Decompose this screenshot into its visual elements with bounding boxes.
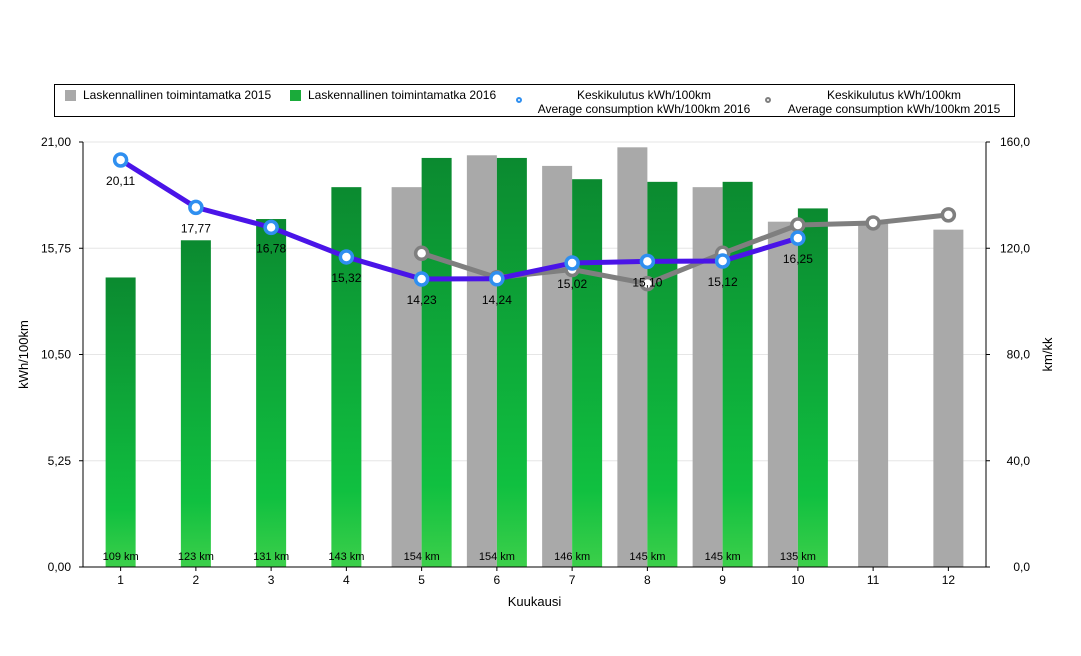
bar-2016-month-5: [421, 157, 452, 567]
label-consumption-2016-month-6: 14,24: [482, 293, 512, 307]
legend-label-consumption-2015-line1: Keskikulutus kWh/100km: [826, 88, 962, 102]
line-consumption-2016: [118, 157, 801, 282]
gridlines: [83, 141, 986, 462]
point-consumption-2016-month-5: [413, 271, 430, 287]
bar-2016-month-1: [105, 277, 136, 567]
bar-2015-month-7: [542, 165, 573, 567]
y-tick-label-1: 5,25: [48, 454, 72, 468]
label-range-2016-month-9: 145 km: [705, 551, 741, 563]
point-consumption-2016-month-6: [489, 271, 505, 287]
y-tick-label-2: 10,50: [41, 348, 71, 362]
y-tick-label-0: 0,00: [48, 560, 72, 574]
point-consumption-2016-month-4: [338, 249, 355, 265]
bar-2015-month-9: [692, 187, 723, 567]
point-consumption-2016-month-9: [714, 253, 731, 269]
point-consumption-2016-month-1: [112, 152, 129, 168]
label-range-2016-month-4: 143 km: [328, 551, 364, 563]
y2-tick-label-2: 80,0: [1007, 348, 1031, 362]
lines: [112, 152, 957, 292]
label-consumption-2016-month-8: 15,10: [632, 275, 662, 289]
bar-2016-month-4: [331, 187, 362, 567]
bar-2016-month-10: [797, 208, 828, 567]
label-range-2016-month-3: 131 km: [253, 551, 289, 563]
x-tick-label-5: 5: [418, 573, 425, 587]
label-range-2016-month-8: 145 km: [629, 551, 665, 563]
legend-label-2016-range: Laskennallinen toimintamatka 2016: [308, 88, 497, 102]
legend-label-2015-range: Laskennallinen toimintamatka 2015: [83, 88, 272, 102]
label-range-2016-month-2: 123 km: [178, 551, 214, 563]
bar-2015-month-11: [858, 221, 889, 567]
x-tick-label-8: 8: [644, 573, 651, 587]
y2-axis-title: km/kk: [1040, 337, 1055, 371]
legend-swatch-2015: [65, 90, 76, 101]
label-range-2016-month-10: 135 km: [780, 551, 816, 563]
legend-swatch-2016: [290, 90, 301, 101]
bar-2016-month-6: [496, 157, 527, 567]
label-consumption-2016-month-1: 20,11: [106, 174, 135, 188]
y-tick-label-3: 15,75: [41, 241, 71, 255]
y2-tick-label-4: 160,0: [1000, 135, 1030, 149]
x-tick-label-10: 10: [791, 573, 805, 587]
point-consumption-2015-month-10: [790, 217, 806, 233]
bar-2016-month-9: [722, 181, 753, 567]
point-consumption-2015-month-5: [413, 245, 430, 262]
x-tick-label-4: 4: [343, 573, 350, 587]
y-tick-label-4: 21,00: [41, 135, 71, 149]
bar-2015-month-8: [617, 147, 648, 567]
x-tick-label-7: 7: [569, 573, 576, 587]
point-consumption-2015-month-12: [940, 207, 957, 223]
point-consumption-2016-month-7: [564, 255, 580, 271]
bar-2016-month-2: [180, 240, 211, 567]
label-consumption-2016-month-4: 15,32: [331, 271, 361, 285]
bar-2016-month-3: [256, 219, 287, 567]
label-range-2016-month-6: 154 km: [479, 551, 515, 563]
label-consumption-2016-month-3: 16,78: [256, 241, 286, 255]
legend-label-consumption-2016: Keskikulutus kWh/100km Average consumpti…: [529, 88, 759, 116]
x-tick-label-11: 11: [867, 573, 880, 587]
bar-2015-month-12: [933, 229, 964, 567]
point-consumption-2015-month-11: [865, 215, 881, 231]
label-consumption-2016-month-2: 17,77: [181, 221, 211, 235]
axes: 0,00 5,25 10,50 15,75 21,00 0,0 40,0 80,0 120,0 1…: [16, 135, 1055, 609]
x-tick-label-9: 9: [719, 573, 726, 587]
point-consumption-2016-month-2: [188, 199, 204, 216]
bar-2015-month-10: [767, 221, 798, 567]
legend: Laskennallinen toimintamatka 2015 Lasken…: [54, 84, 1015, 117]
x-tick-label-1: 1: [117, 573, 124, 587]
bar-2015-month-5: [391, 187, 422, 567]
bar-2015-month-6: [466, 155, 497, 567]
legend-label-consumption-2016-line2: Average consumption kWh/100km 2016: [537, 102, 751, 116]
bar-2016-month-8: [647, 181, 678, 567]
legend-marker-consumption-2015: [765, 97, 771, 103]
y2-tick-label-1: 40,0: [1007, 454, 1031, 468]
x-tick-label-12: 12: [942, 573, 956, 587]
x-tick-label-2: 2: [193, 573, 200, 587]
label-range-2016-month-1: 109 km: [103, 551, 139, 563]
label-consumption-2016-month-9: 15,12: [708, 275, 738, 289]
label-range-2016-month-7: 146 km: [554, 551, 590, 563]
label-range-2016-month-5: 154 km: [404, 551, 440, 563]
point-consumption-2016-month-8: [639, 253, 656, 270]
x-tick-label-6: 6: [494, 573, 501, 587]
x-axis-title: Kuukausi: [508, 594, 562, 609]
label-consumption-2016-month-10: 16,25: [783, 252, 813, 266]
bar-2016-month-7: [572, 179, 603, 567]
legend-label-consumption-2016-line1: Keskikulutus kWh/100km: [576, 88, 712, 102]
legend-marker-consumption-2016: [516, 97, 522, 103]
y2-tick-label-3: 120,0: [1000, 241, 1030, 255]
y2-tick-label-0: 0,0: [1013, 560, 1030, 574]
label-consumption-2016-month-7: 15,02: [557, 277, 587, 291]
x-tick-label-3: 3: [268, 573, 275, 587]
legend-label-consumption-2015-line2: Average consumption kWh/100km 2015: [787, 102, 1001, 116]
point-consumption-2015-month-8: [639, 275, 656, 292]
data-labels: 20,11 17,77 16,78 15,32 14,23 14,24 15,02 15,10…: [103, 174, 816, 563]
point-consumption-2016-month-3: [263, 219, 279, 236]
y-axis-title: kWh/100km: [16, 320, 31, 389]
label-consumption-2016-month-5: 14,23: [407, 293, 437, 307]
legend-label-consumption-2015: Keskikulutus kWh/100km Average consumpti…: [779, 88, 1009, 116]
bars: [105, 147, 964, 567]
point-consumption-2016-month-10: [790, 230, 806, 246]
